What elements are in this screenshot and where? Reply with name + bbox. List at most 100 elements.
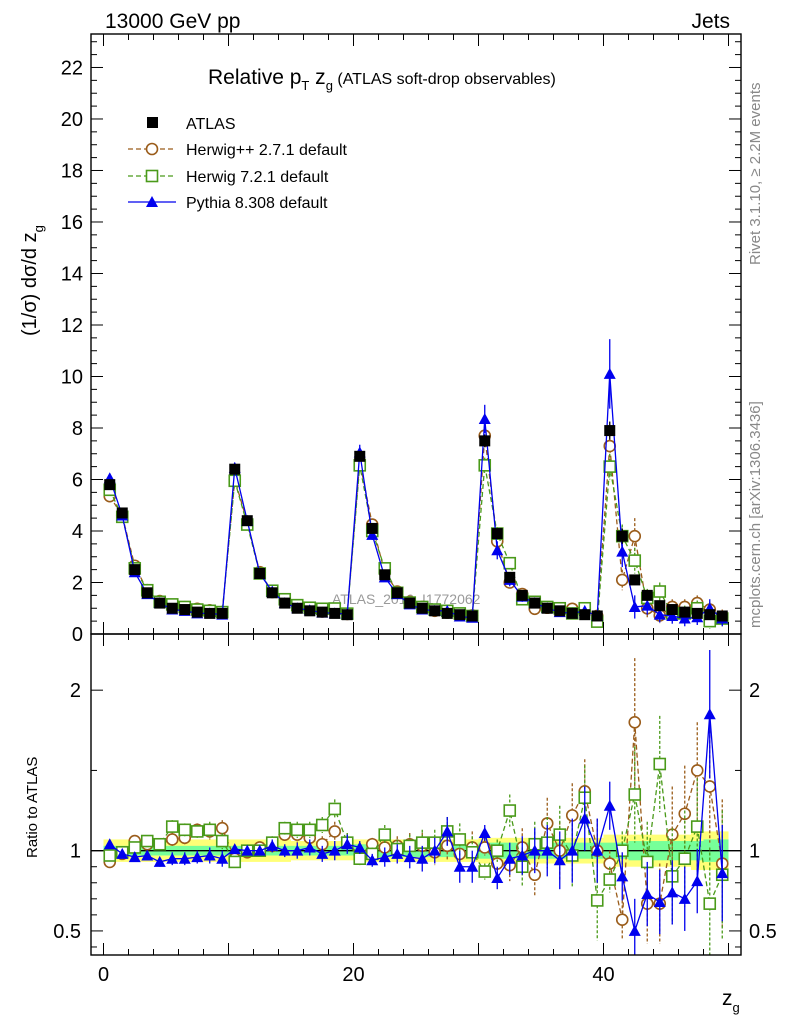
ratio-point-pythia bbox=[503, 852, 516, 864]
legend-marker-herwigpp bbox=[145, 142, 159, 156]
ratio-point-pythia bbox=[353, 841, 366, 853]
ratio-point-pythia bbox=[291, 844, 304, 856]
point-atlas bbox=[341, 609, 353, 621]
ratio-point-pythia bbox=[191, 851, 204, 863]
ratio-y-tick-label-right: 2 bbox=[749, 680, 760, 702]
point-atlas bbox=[691, 607, 703, 619]
mcplots-label: mcplots.cern.ch [arXiv:1306.3436] bbox=[747, 401, 764, 628]
point-atlas bbox=[404, 597, 416, 609]
ratio-point-herwig bbox=[490, 844, 504, 857]
legend-entry-pythia: Pythia 8.308 default bbox=[128, 195, 328, 212]
ratio-point-herwigpp bbox=[328, 825, 342, 838]
point-pythia bbox=[603, 367, 616, 379]
ratio-point-herwig bbox=[215, 834, 229, 848]
ratio-frame bbox=[90, 633, 742, 956]
ratio-point-pythia bbox=[528, 844, 541, 856]
point-atlas bbox=[429, 605, 441, 617]
legend-entry-atlas: ATLAS bbox=[147, 116, 236, 133]
ratio-point-herwig bbox=[190, 825, 204, 838]
point-pythia bbox=[616, 545, 629, 557]
point-atlas bbox=[216, 607, 228, 619]
point-pythia bbox=[641, 599, 654, 611]
x-tick-label: 0 bbox=[98, 964, 109, 986]
point-atlas bbox=[291, 602, 303, 614]
ratio-point-pythia bbox=[716, 867, 729, 879]
ratio-point-pythia bbox=[703, 708, 716, 720]
ratio-point-herwig bbox=[278, 821, 292, 835]
point-atlas bbox=[179, 604, 191, 616]
ratio-point-pythia bbox=[491, 871, 504, 883]
ratio-point-pythia bbox=[678, 892, 691, 904]
ratio-point-herwig bbox=[140, 834, 154, 848]
point-atlas bbox=[604, 425, 616, 437]
point-herwig bbox=[503, 556, 517, 570]
point-herwig bbox=[628, 554, 642, 567]
point-atlas bbox=[491, 528, 503, 540]
ratio-point-herwig bbox=[453, 833, 467, 846]
ratio-point-herwig bbox=[678, 852, 692, 866]
ratio-point-pythia bbox=[591, 844, 604, 856]
ratio-point-pythia bbox=[391, 847, 404, 859]
ratio-point-herwigpp bbox=[165, 833, 179, 846]
ratio-point-pythia bbox=[641, 888, 654, 900]
ratio-point-pythia bbox=[178, 852, 191, 864]
ratio-point-pythia bbox=[466, 860, 479, 872]
ratio-point-herwig bbox=[703, 897, 717, 910]
ratio-point-pythia bbox=[278, 844, 291, 856]
y-tick-label: 14 bbox=[61, 263, 83, 285]
ratio-point-herwig bbox=[590, 894, 604, 907]
ratio-point-herwigpp bbox=[215, 821, 229, 835]
plot-title-sub1: T bbox=[301, 78, 309, 93]
point-atlas bbox=[629, 574, 641, 586]
y-tick-label: 20 bbox=[61, 109, 83, 131]
point-herwig bbox=[653, 585, 667, 598]
ratio-point-pythia bbox=[616, 870, 629, 882]
legend-marker-pythia bbox=[146, 196, 158, 207]
point-herwig bbox=[603, 460, 617, 473]
legend-label-atlas: ATLAS bbox=[186, 116, 236, 133]
y-tick-label: 8 bbox=[72, 418, 83, 440]
point-herwig bbox=[478, 459, 492, 472]
point-pythia bbox=[491, 544, 504, 556]
ratio-point-pythia bbox=[316, 847, 329, 859]
ratio-point-herwig bbox=[178, 823, 192, 837]
y-tick-label: 4 bbox=[72, 521, 83, 543]
ratio-point-herwigpp bbox=[628, 715, 642, 729]
ratio-point-herwig bbox=[315, 818, 329, 832]
y-tick-label: 10 bbox=[61, 366, 83, 388]
point-atlas bbox=[391, 587, 403, 599]
x-axis-label-sub: g bbox=[733, 1000, 740, 1015]
ratio-y-axis-label: Ratio to ATLAS bbox=[24, 757, 41, 858]
ratio-y-tick-label: 0.5 bbox=[53, 921, 81, 943]
ratio-point-herwigpp bbox=[690, 764, 704, 777]
point-atlas bbox=[654, 600, 666, 612]
y-tick-label: 12 bbox=[61, 315, 83, 337]
point-pythia bbox=[666, 609, 679, 621]
ratio-point-herwig bbox=[103, 849, 117, 862]
ratio-point-pythia bbox=[253, 844, 266, 856]
legend-marker-atlas bbox=[147, 117, 158, 128]
ratio-y-tick-label: 2 bbox=[70, 680, 81, 702]
ratio-point-pythia bbox=[128, 851, 141, 863]
ratio-point-herwigpp bbox=[615, 913, 629, 926]
ratio-point-pythia bbox=[103, 838, 116, 850]
ratio-point-pythia bbox=[241, 844, 254, 856]
point-atlas bbox=[166, 602, 178, 614]
ratio-point-herwig bbox=[303, 823, 317, 837]
point-atlas bbox=[616, 530, 628, 542]
ratio-point-pythia bbox=[516, 849, 529, 861]
y-axis-label-sub: g bbox=[31, 225, 46, 232]
y-tick-label: 0 bbox=[72, 624, 83, 646]
ratio-point-herwig bbox=[690, 820, 704, 833]
ratio-point-pythia bbox=[153, 855, 166, 867]
y-tick-label: 2 bbox=[72, 572, 83, 594]
ratio-point-herwig bbox=[353, 852, 367, 866]
plot-title-main: Relative p bbox=[208, 66, 301, 89]
legend-marker-herwig7 bbox=[145, 169, 159, 183]
point-pythia bbox=[366, 528, 379, 540]
legend-label-pythia: Pythia 8.308 default bbox=[186, 195, 328, 212]
point-atlas bbox=[541, 602, 553, 614]
ratio-point-herwig bbox=[153, 837, 167, 851]
ratio-point-pythia bbox=[403, 851, 416, 863]
